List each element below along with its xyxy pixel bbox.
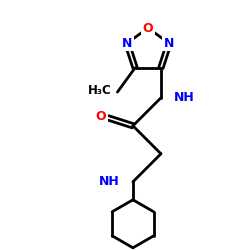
- Text: H₃C: H₃C: [88, 84, 112, 96]
- Text: NH: NH: [99, 175, 120, 188]
- Text: O: O: [143, 22, 153, 35]
- Text: N: N: [164, 37, 174, 50]
- Text: NH: NH: [174, 91, 195, 104]
- Text: O: O: [96, 110, 106, 123]
- Text: N: N: [122, 37, 132, 50]
